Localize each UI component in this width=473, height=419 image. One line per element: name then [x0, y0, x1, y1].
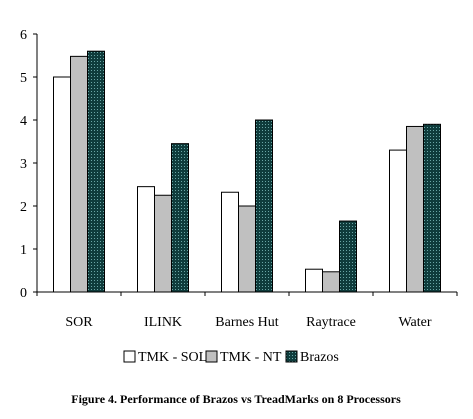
- bar-brazos-ilink: [171, 143, 189, 293]
- bar-tmk-sol-raytrace: [305, 268, 323, 293]
- legend-swatch: [205, 350, 218, 363]
- legend-swatch: [123, 350, 136, 363]
- bar-tmk-nt-sor: [70, 55, 88, 293]
- bar-brazos-raytrace: [339, 220, 357, 293]
- bar-brazos-barnes-hut: [255, 119, 273, 293]
- legend: TMK - SOL TMK - NT Brazos: [123, 350, 339, 365]
- figure-caption: Figure 4. Performance of Brazos vs Tread…: [71, 392, 401, 406]
- x-ticks: [36, 292, 458, 296]
- legend-label: TMK - SOL: [138, 350, 207, 365]
- y-tick-label: 1: [20, 243, 27, 258]
- bar-tmk-nt-water: [406, 125, 424, 293]
- bars: [53, 50, 441, 293]
- bar-tmk-nt-ilink: [154, 194, 172, 293]
- legend-swatch: [285, 350, 298, 363]
- y-ticks: 0 1 2 3 4 5 6: [20, 28, 37, 301]
- legend-label: Brazos: [300, 350, 339, 365]
- bar-tmk-nt-raytrace: [322, 271, 340, 293]
- y-tick-label: 0: [20, 286, 27, 301]
- category-label: ILINK: [144, 315, 182, 330]
- y-tick-label: 5: [20, 71, 27, 86]
- legend-label: TMK - NT: [220, 350, 282, 365]
- bar-tmk-sol-sor: [53, 76, 71, 293]
- bar-tmk-nt-barnes-hut: [238, 205, 256, 293]
- category-label: Water: [398, 315, 431, 330]
- y-tick-label: 2: [20, 200, 27, 215]
- category-label: SOR: [65, 315, 93, 330]
- bar-brazos-water: [423, 123, 441, 293]
- y-tick-label: 6: [20, 28, 27, 43]
- y-tick-label: 3: [20, 157, 27, 172]
- category-label: Barnes Hut: [215, 315, 278, 330]
- bar-tmk-sol-water: [389, 149, 407, 293]
- category-label: Raytrace: [306, 315, 356, 330]
- bar-tmk-sol-barnes-hut: [221, 191, 239, 293]
- bar-tmk-sol-ilink: [137, 186, 155, 293]
- category-labels: SOR ILINK Barnes Hut Raytrace Water: [65, 315, 431, 330]
- y-tick-label: 4: [20, 114, 27, 129]
- bar-brazos-sor: [87, 50, 105, 293]
